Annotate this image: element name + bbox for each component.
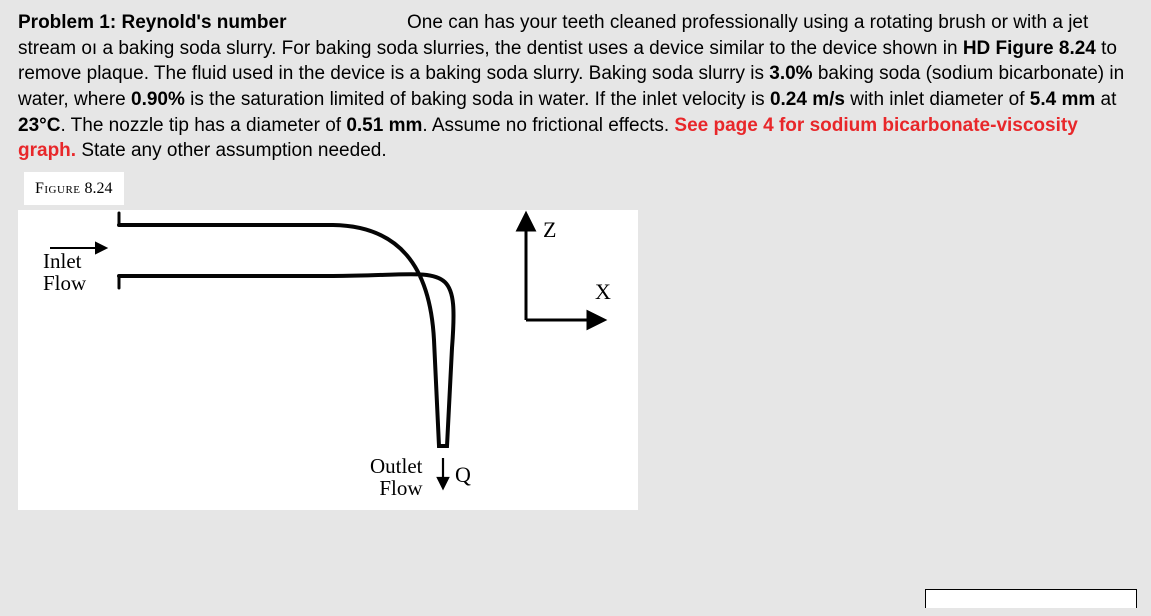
- q-label: Q: [455, 463, 471, 486]
- page-corner-box: [925, 589, 1137, 608]
- vel: 0.24 m/s: [770, 89, 845, 110]
- figure-body: Inlet Flow Outlet Flow Z X Q: [18, 210, 638, 510]
- body7: . The nozzle tip has a diameter of: [60, 115, 346, 136]
- x-axis-label: X: [595, 280, 611, 303]
- fig-ref: HD Figure 8.24: [963, 38, 1096, 59]
- problem-title: Problem 1: Reynold's number: [18, 12, 286, 33]
- outlet-label: Outlet Flow: [370, 455, 423, 499]
- pct2: 0.90%: [131, 89, 185, 110]
- body8: . Assume no frictional effects.: [422, 115, 674, 136]
- lead-in: One can has your teeth cleaned professio…: [407, 12, 849, 33]
- body5: with inlet diameter of: [845, 89, 1030, 110]
- body6: at: [1095, 89, 1116, 110]
- figure-svg: [18, 210, 638, 510]
- body4: is the saturation limited of baking soda…: [185, 89, 770, 110]
- body9: State any other assumption needed.: [76, 140, 387, 161]
- problem-text: Problem 1: Reynold's number One can has …: [18, 10, 1133, 164]
- d2: 0.51 mm: [346, 115, 422, 136]
- temp: 23°C: [18, 115, 60, 136]
- z-axis-label: Z: [543, 218, 556, 241]
- figure-8-24: Figure 8.24: [18, 170, 638, 500]
- figure-caption: Figure 8.24: [24, 172, 124, 206]
- pct1: 3.0%: [769, 63, 812, 84]
- d1: 5.4 mm: [1030, 89, 1095, 110]
- inlet-label: Inlet Flow: [43, 250, 86, 294]
